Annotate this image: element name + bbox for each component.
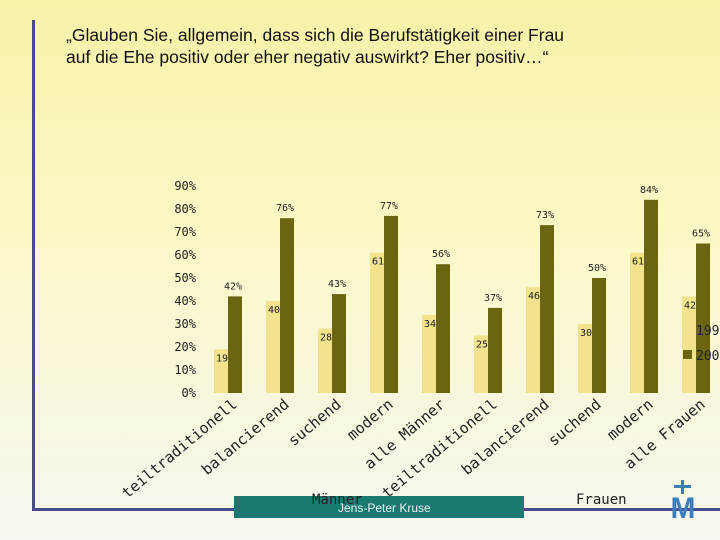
y-tick-label: 70% (174, 225, 196, 239)
bar-series-1 (526, 287, 540, 393)
legend-swatch-1 (683, 325, 692, 334)
y-tick-label: 20% (174, 340, 196, 354)
data-label-series-1: 61% (372, 257, 390, 268)
group-label-frauen: Frauen (576, 492, 627, 508)
bar-series-2 (436, 264, 450, 393)
data-label-series-1: 25% (476, 340, 494, 351)
data-label-series-1: 28% (320, 333, 338, 344)
data-label-series-1: 40% (268, 305, 286, 316)
bar-series-2 (696, 243, 710, 393)
legend-label-1: 199 (696, 324, 719, 339)
logo-icon: M (671, 480, 696, 522)
bar-series-2 (644, 199, 658, 393)
data-label-series-2: 37% (484, 293, 502, 304)
data-label-series-2: 76% (276, 203, 294, 214)
y-tick-label: 50% (174, 271, 196, 285)
data-label-series-2: 50% (588, 263, 606, 274)
frame-line-vertical (32, 20, 35, 508)
bar-series-2 (228, 296, 242, 393)
y-tick-label: 80% (174, 202, 196, 216)
data-label-series-2: 43% (328, 279, 346, 290)
bar-series-1 (214, 349, 228, 393)
data-label-series-2: 56% (432, 249, 450, 260)
title-line-2: auf die Ehe positiv oder eher negativ au… (66, 47, 549, 67)
data-label-series-2: 65% (692, 229, 710, 240)
data-label-series-1: 30% (580, 328, 598, 339)
y-tick-label: 0% (182, 386, 197, 400)
author-name: Jens-Peter Kruse (338, 501, 431, 515)
data-label-series-1: 42% (684, 300, 702, 311)
data-label-series-1: 61% (632, 257, 650, 268)
data-label-series-2: 77% (380, 201, 398, 212)
bar-series-1 (578, 324, 592, 393)
category-label: balancierend (198, 395, 293, 478)
category-label: suchend (285, 395, 345, 449)
legend-swatch-2 (683, 350, 692, 359)
bar-series-2 (280, 218, 294, 393)
bar-series-2 (540, 225, 554, 393)
legend-label-2: 200 (696, 349, 719, 364)
bar-series-1 (266, 301, 280, 393)
category-label: balancierend (458, 395, 553, 478)
y-tick-label: 40% (174, 294, 196, 308)
bar-series-2 (592, 278, 606, 393)
data-label-series-2: 42% (224, 281, 242, 292)
data-label-series-2: 73% (536, 210, 554, 221)
bar-series-1 (630, 252, 644, 393)
y-tick-label: 10% (174, 363, 196, 377)
y-tick-label: 60% (174, 248, 196, 262)
bar-series-2 (488, 307, 502, 393)
bar-series-1 (370, 252, 384, 393)
y-tick-label: 30% (174, 317, 196, 331)
data-label-series-1: 34% (424, 319, 442, 330)
data-label-series-2: 84% (640, 185, 658, 196)
data-label-series-1: 46% (528, 291, 546, 302)
data-label-series-1: 19% (216, 353, 234, 364)
bar-series-2 (384, 215, 398, 393)
bar-series-1 (474, 335, 488, 393)
category-label: suchend (545, 395, 605, 449)
chart-title: „Glauben Sie, allgemein, dass sich die B… (66, 24, 666, 68)
bar-series-1 (318, 328, 332, 393)
bar-series-1 (682, 296, 696, 393)
bar-series-1 (422, 314, 436, 393)
logo-letter: M (671, 492, 696, 522)
y-tick-label: 90% (174, 179, 196, 193)
title-line-1: „Glauben Sie, allgemein, dass sich die B… (66, 25, 565, 45)
bar-series-2 (332, 294, 346, 393)
group-bar-maenner (234, 496, 524, 518)
group-label-maenner: Männer (312, 492, 363, 508)
